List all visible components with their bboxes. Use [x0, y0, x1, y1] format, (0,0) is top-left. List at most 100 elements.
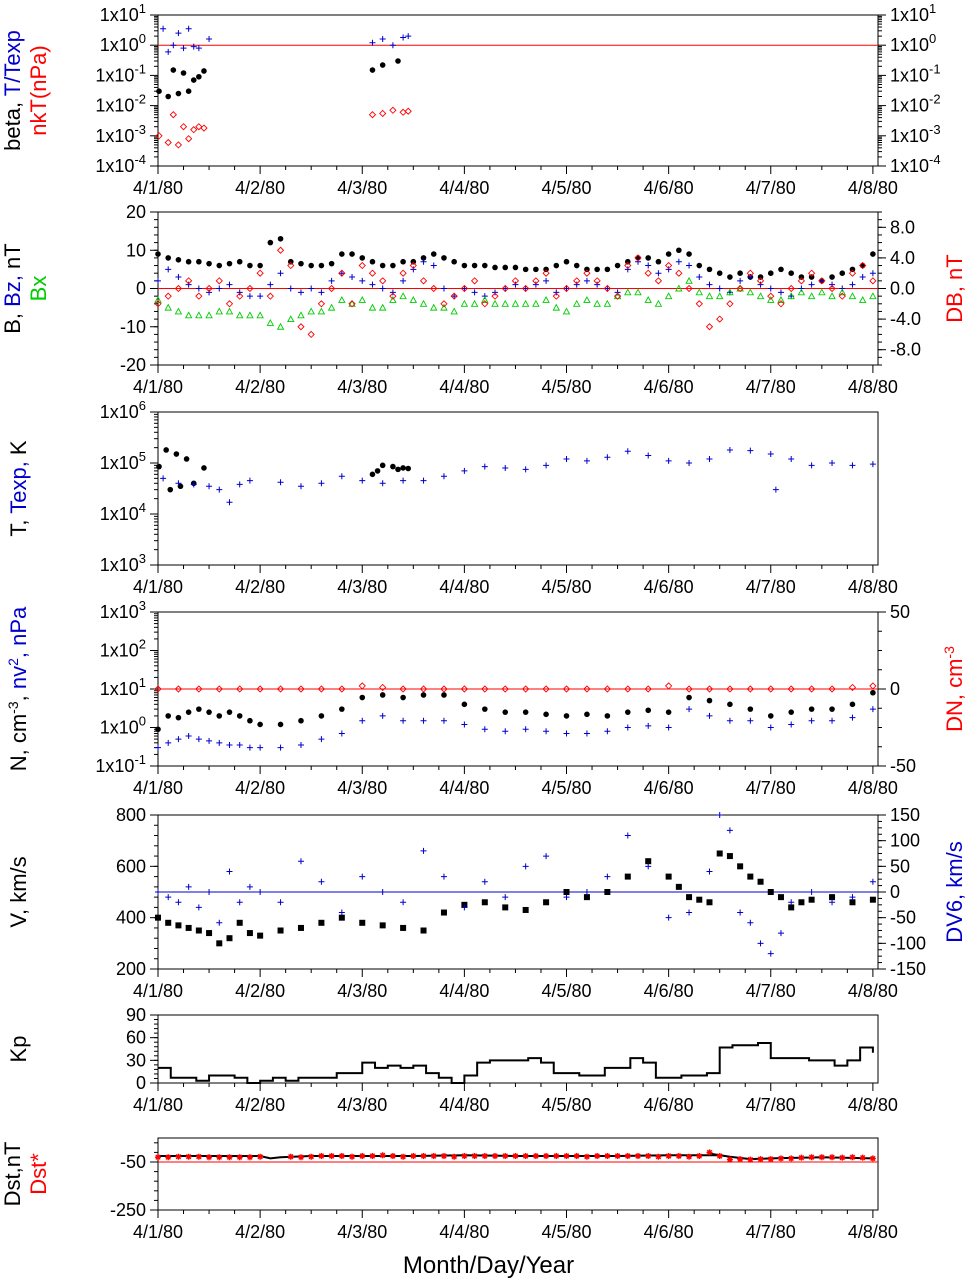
panel-5-series-2-point [849, 894, 856, 901]
panel-2-series-1-point [461, 262, 468, 269]
panel-5-left-tick-label: 200 [116, 959, 146, 979]
panel-2-series-1-point [206, 260, 212, 267]
panel-2-series-1-point [870, 251, 876, 257]
panel-2-series-3-point [409, 296, 418, 303]
panel-2-series-1-point [410, 258, 417, 265]
panel-4-right-tick-label: 0 [890, 679, 900, 699]
panel-3-series-2-point [624, 448, 631, 455]
panel-2-series-4-point [297, 323, 305, 331]
panel-4-series-3-point [399, 685, 407, 693]
panel-5-series-2-point [461, 904, 468, 911]
panel-3-series-2-point [420, 477, 427, 484]
panel-2-series-2-point [318, 289, 325, 296]
panel-1-date-label: 4/1/80 [133, 178, 183, 198]
panel-4-series-1-point [185, 709, 192, 715]
panel-5-series-2-point [583, 889, 590, 895]
panel-5-series-1-point [277, 927, 284, 934]
panel-2-series-2-point [543, 277, 550, 284]
panel-1-series-2-point [379, 36, 386, 43]
panel-5-series-1-point [543, 899, 550, 906]
panel-7-series-2-point [502, 1153, 509, 1159]
panel-2-series-2-point [829, 281, 836, 288]
panel-1-left-tick-label: 1x101 [100, 1, 146, 25]
panel-2-series-3-point [440, 303, 448, 311]
panel-2-series-1-point [522, 266, 529, 273]
panel-4-series-2-point [788, 721, 795, 728]
panel-4-series-1-point [665, 709, 672, 715]
panel-6-series-1-line [158, 1041, 874, 1084]
panel-4-series-2-point [726, 717, 733, 724]
panel-4-series-2-point [583, 730, 590, 737]
panel-5-series-2-point [379, 889, 386, 895]
panel-1-series-3-point [174, 141, 183, 149]
panel-5-series-2-point [624, 832, 631, 839]
panel-3-series-2-point [583, 457, 590, 464]
panel-3-date-label: 4/2/80 [235, 577, 285, 597]
panel-2-series-2-point [512, 281, 519, 288]
panel-2-series-1-point [175, 257, 182, 263]
panel-4-date-label: 4/1/80 [133, 778, 183, 798]
panel-2-series-2-point [287, 285, 294, 292]
panel-4-series-1-point [829, 706, 835, 712]
panel-5-series-1-point [788, 904, 795, 911]
panel-7-series-2-point [655, 1153, 662, 1160]
panel-7-series-2-point [359, 1153, 366, 1159]
panel-4-series-1-point [379, 692, 386, 698]
panel-3-date-label: 4/1/80 [133, 577, 183, 597]
panel-3-series-2-point [772, 486, 779, 493]
panel-2-series-2-point [532, 281, 539, 288]
panel-2-series-2-point [400, 277, 407, 284]
panel-4-series-1-point [461, 701, 468, 708]
panel-2-series-1-point [543, 266, 549, 273]
panel-2-series-1-point [451, 258, 457, 265]
panel-4-left-tick-label: 1x102 [100, 637, 146, 661]
panel-1-series-2-point [160, 25, 167, 32]
panel-3-left-tick-label: 1x103 [100, 551, 146, 575]
panel-1-right-tick-label: 1x10-3 [890, 122, 941, 146]
panel-2-series-3-point [715, 292, 724, 300]
panel-2-series-3-point [644, 296, 652, 303]
panel-2-series-4-point [583, 269, 591, 277]
panel-4-series-3-point [276, 685, 285, 693]
panel-2-series-1-point [318, 262, 325, 269]
panel-2-series-4-point [501, 284, 509, 293]
panel-2-series-2-point [777, 289, 784, 296]
panel-7-date-label: 4/5/80 [541, 1222, 591, 1242]
panel-2-series-4-point [562, 284, 571, 293]
panel-1-series-2-point [389, 42, 396, 49]
panel-5-series-2-point [318, 878, 325, 885]
panel-2-series-3-point [675, 284, 683, 292]
panel-7-series-2-point [767, 1156, 774, 1163]
panel-2-series-1-point [390, 262, 396, 269]
panel-4-series-1-point [441, 692, 447, 698]
panel-2-series-4-point [869, 277, 877, 285]
panel-4-series-3-point [195, 685, 203, 693]
panel-2-series-1-point [849, 266, 856, 273]
panel-2-right-tick-label: -4.0 [890, 309, 921, 329]
panel-2-series-1-point [287, 258, 294, 265]
panel-4-series-3-point [338, 685, 346, 693]
panel-2-series-1-point [573, 262, 580, 269]
panel-5-series-2-point [543, 853, 550, 860]
panel-2-series-3-point [368, 303, 377, 311]
panel-2-series-4-point [818, 277, 826, 285]
panel-4-right-y-label: DN, cm-3 [941, 646, 967, 732]
panel-2-series-1-point [502, 264, 509, 271]
panel-5-series-1-point [359, 919, 366, 926]
panel-3-date-label: 4/5/80 [541, 577, 591, 597]
panel-2-series-2-point [696, 274, 703, 281]
panel-4-series-3-point [358, 682, 366, 690]
panel-2-series-2-point [206, 289, 213, 296]
panel-5-series-1-point [808, 896, 815, 903]
panel-2-series-2-point [522, 285, 529, 292]
panel-5-series-2-point [236, 899, 243, 906]
panel-2-series-4-point [338, 269, 346, 277]
panel-2-series-3-point [746, 288, 755, 296]
panel-2-series-4-point [726, 300, 734, 308]
panel-2-series-3-point [419, 299, 428, 307]
panel-2-series-1-point [859, 262, 866, 269]
panel-3-left-tick-label: 1x105 [100, 449, 146, 473]
panel-2-series-2-point [869, 270, 876, 277]
panel-2-series-2-point [461, 285, 468, 292]
panel-6-left-tick-label: 90 [126, 1005, 146, 1025]
